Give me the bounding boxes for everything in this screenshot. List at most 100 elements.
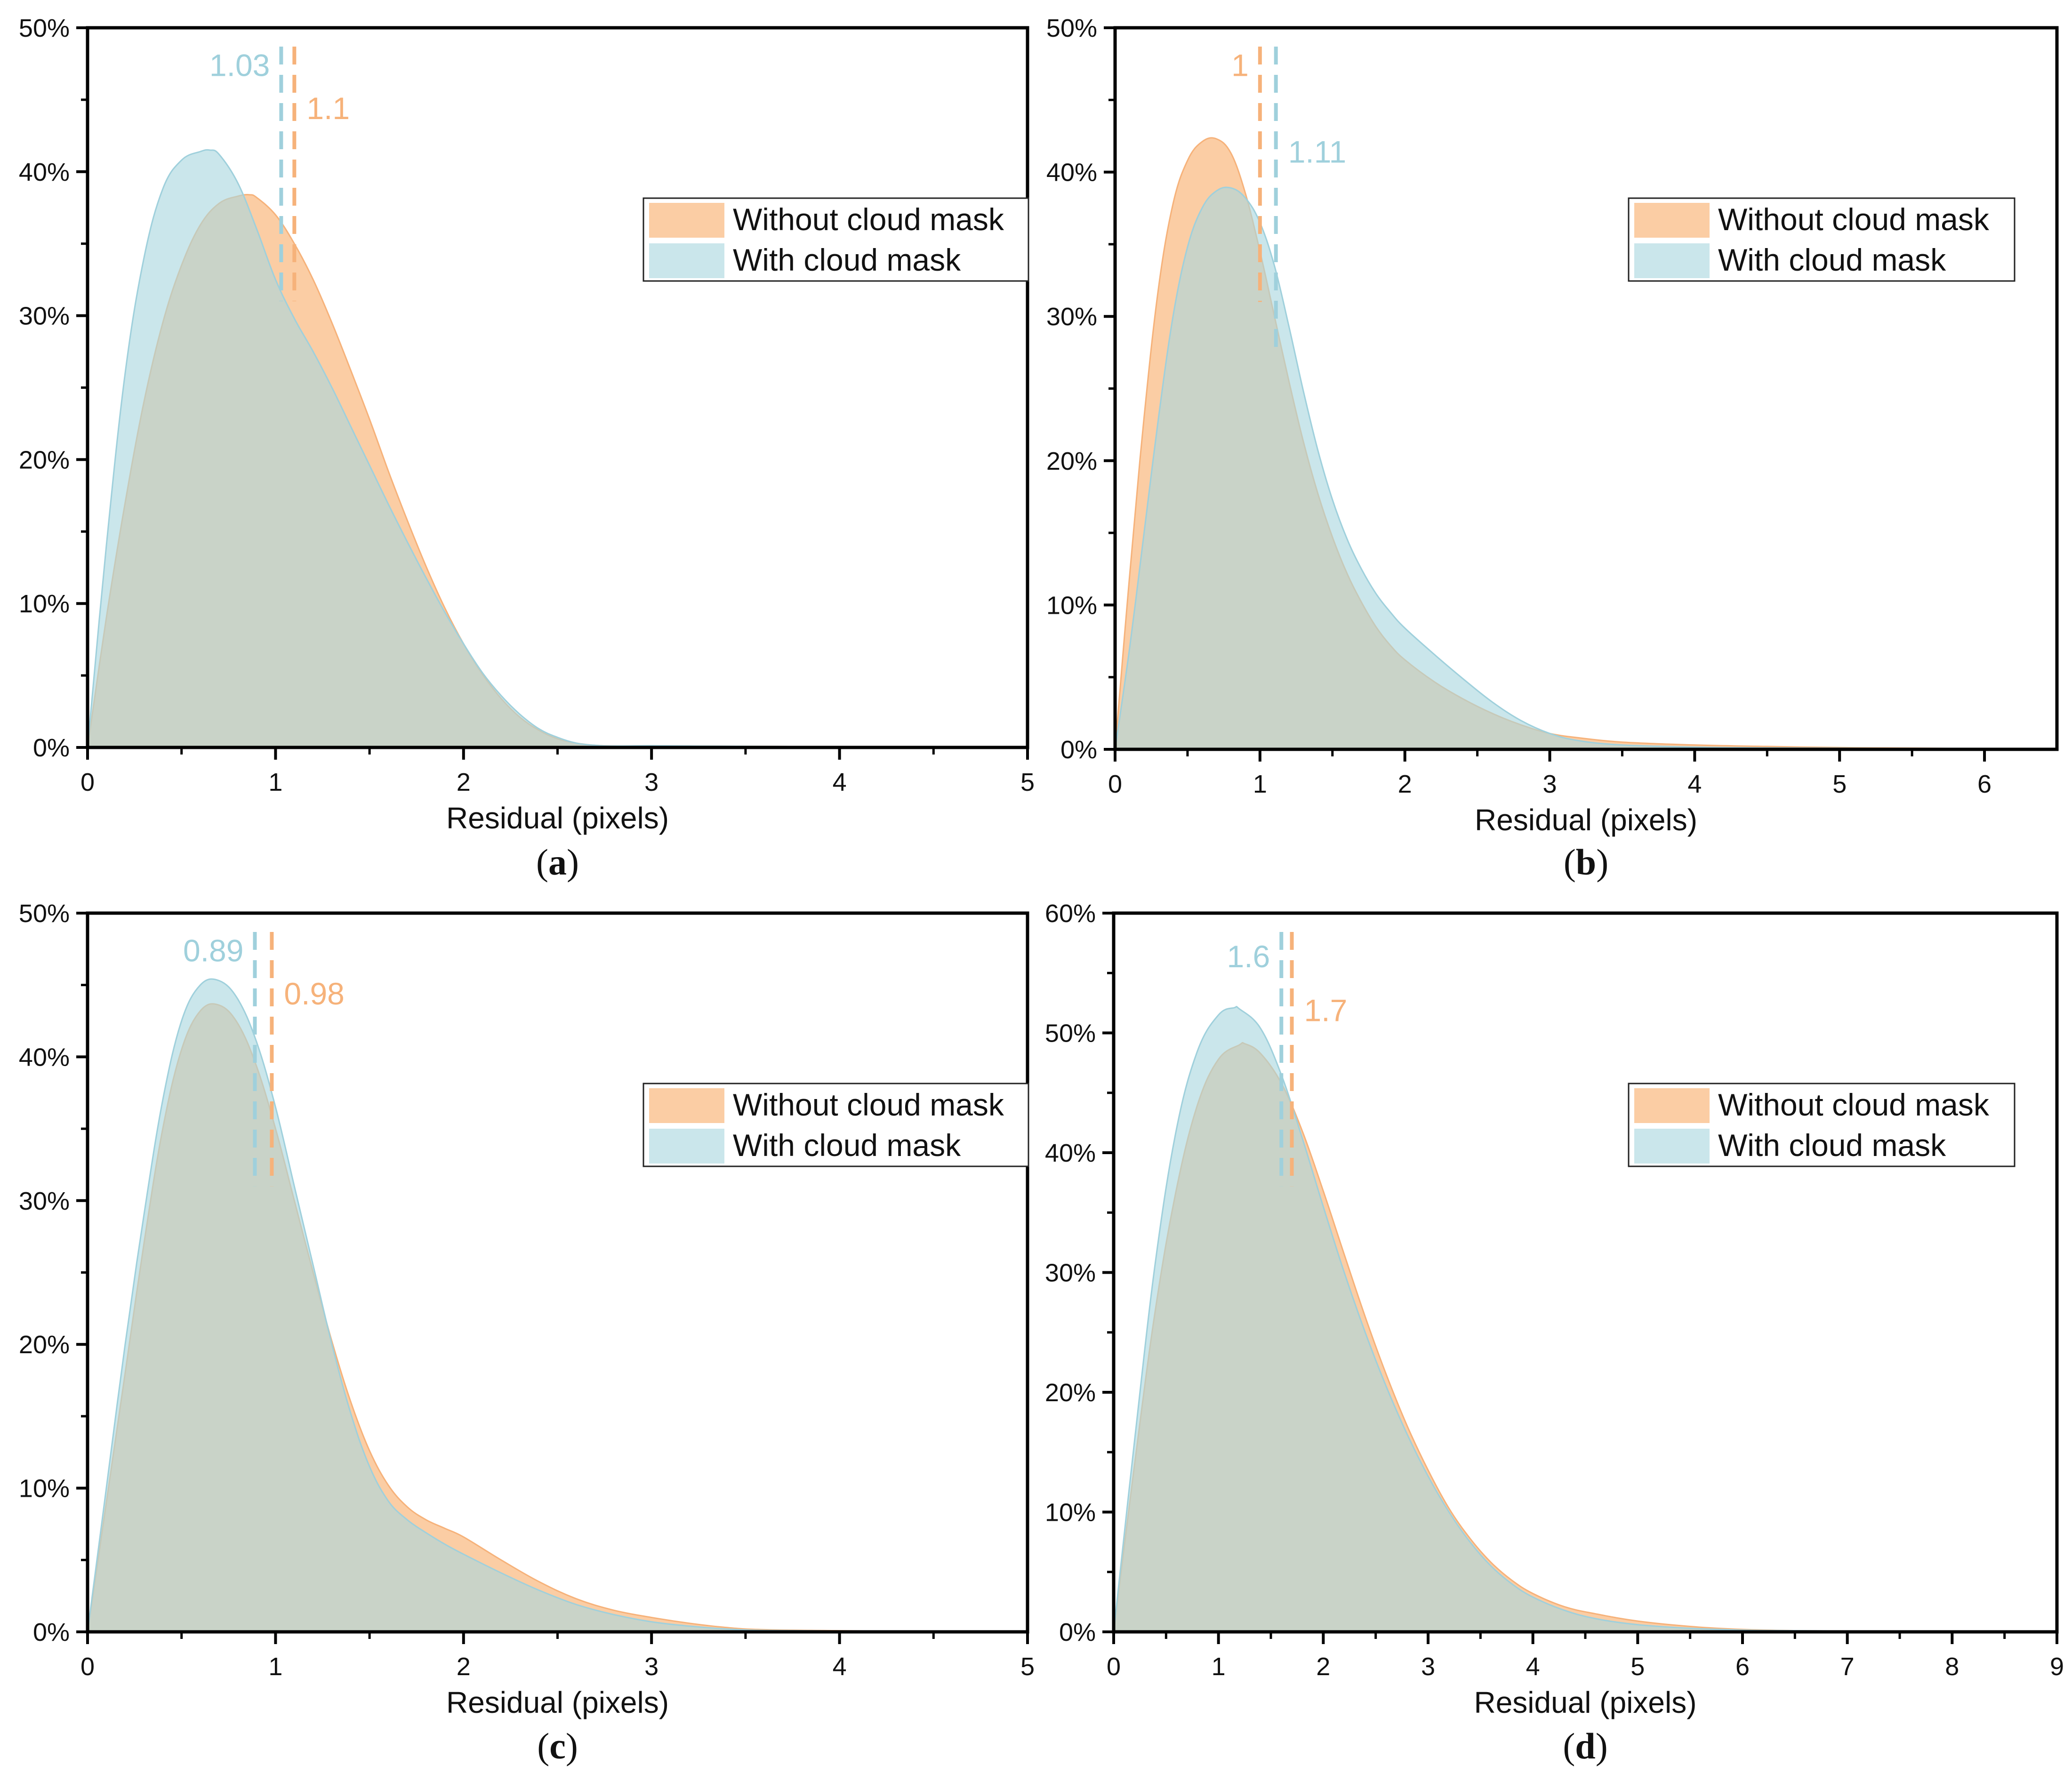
series-line-with-cloud-mask: [1115, 186, 2057, 749]
legend: Without cloud mask With cloud mask: [642, 197, 1029, 282]
panel-label-open-paren: (: [536, 842, 548, 883]
y-tick-label: 20%: [1045, 1379, 1096, 1407]
legend-label: Without cloud mask: [733, 202, 1004, 237]
x-tick-label: 0: [1108, 770, 1122, 798]
x-tick-label: 1: [268, 1653, 282, 1681]
x-tick-label: 2: [457, 1653, 471, 1681]
x-tick-label: 8: [1945, 1653, 1959, 1681]
x-axis-title: Residual (pixels): [446, 801, 669, 835]
x-tick-label: 0: [80, 768, 95, 796]
series-areas: [88, 978, 1028, 1632]
panel-label: (a): [536, 842, 579, 883]
reference-label: 0.89: [183, 933, 243, 968]
y-tick-label: 40%: [19, 158, 70, 186]
chart-panel-a: 1.031.10 1 2 3 4 50%10%20%30%40%50%Residual (…: [19, 14, 1035, 883]
legend-swatch-without-cloud-mask: [649, 1088, 724, 1123]
chart-panel-c: 0.890.980 1 2 3 4 50%10%20%30%40%50%Residual …: [19, 899, 1035, 1766]
reference-label: 1.11: [1288, 135, 1347, 169]
legend-label: Without cloud mask: [1718, 202, 1990, 237]
reference-label: 0.98: [284, 976, 344, 1011]
y-tick-label: 40%: [19, 1043, 70, 1071]
y-tick-label: 20%: [19, 1331, 70, 1359]
panel-label-close-paren: ): [1596, 842, 1608, 883]
legend-label: With cloud mask: [733, 242, 961, 277]
y-tick-label: 0%: [33, 734, 70, 762]
y-tick-label: 20%: [1046, 447, 1097, 475]
series-line-with-cloud-mask: [88, 978, 1028, 1632]
legend-swatch-without-cloud-mask: [649, 203, 724, 238]
y-tick-label: 50%: [1045, 1019, 1096, 1048]
legend-label: With cloud mask: [1718, 242, 1946, 277]
y-tick-label: 0%: [1060, 736, 1097, 764]
x-tick-label: 1: [1253, 770, 1267, 798]
y-tick-label: 10%: [19, 1475, 70, 1503]
x-tick-label: 4: [1687, 770, 1702, 798]
x-tick-label: 7: [1840, 1653, 1855, 1681]
legend: Without cloud mask With cloud mask: [1628, 197, 2016, 282]
x-tick-label: 5: [1832, 770, 1847, 798]
legend-label: With cloud mask: [1718, 1128, 1946, 1163]
x-tick-label: 6: [1977, 770, 1992, 798]
x-tick-label: 3: [644, 768, 659, 796]
x-axis-title: Residual (pixels): [1474, 1686, 1696, 1719]
reference-label: 1.1: [306, 91, 350, 126]
x-tick-label: 2: [1316, 1653, 1330, 1681]
y-tick-label: 0%: [1059, 1618, 1096, 1646]
panel-label: (c): [537, 1726, 578, 1766]
panel-label-letter: d: [1575, 1726, 1595, 1766]
panel-label: (d): [1563, 1726, 1607, 1766]
x-tick-label: 4: [1526, 1653, 1540, 1681]
x-tick-label: 2: [1398, 770, 1412, 798]
y-tick-label: 30%: [19, 302, 70, 330]
y-tick-label: 10%: [19, 590, 70, 618]
legend-swatch-with-cloud-mask: [1634, 243, 1710, 278]
legend-label: With cloud mask: [733, 1128, 961, 1163]
x-tick-label: 1: [268, 768, 282, 796]
y-tick-label: 10%: [1046, 591, 1097, 619]
x-tick-label: 1: [1212, 1653, 1226, 1681]
legend: Without cloud mask With cloud mask: [1628, 1083, 2016, 1167]
x-axis-title: Residual (pixels): [1475, 803, 1697, 837]
x-tick-label: 0: [1107, 1653, 1121, 1681]
y-tick-label: 30%: [19, 1187, 70, 1215]
legend-label: Without cloud mask: [733, 1087, 1004, 1122]
legend-swatch-with-cloud-mask: [1634, 1129, 1710, 1164]
y-tick-label: 60%: [1045, 899, 1096, 928]
y-tick-label: 50%: [1046, 14, 1097, 42]
x-tick-label: 9: [2050, 1653, 2064, 1681]
x-tick-label: 3: [644, 1653, 659, 1681]
y-tick-label: 20%: [19, 446, 70, 474]
series-line-with-cloud-mask: [1114, 1006, 2057, 1632]
x-tick-label: 4: [833, 1653, 847, 1681]
x-tick-label: 2: [457, 768, 471, 796]
chart-panel-b: 1 1.11 0 1 2 3 4 5 6 0% 10% 20% 30% 40% 50% Residual (p…: [1046, 14, 2059, 883]
chart-panel-d: 1.6 1.7 0 1 2 3 4 5 6 7 8 9 0% 10% 20% 30% 40% 50% 60% Resi…: [1045, 899, 2064, 1766]
legend-swatch-with-cloud-mask: [649, 243, 724, 278]
y-tick-label: 40%: [1045, 1139, 1096, 1167]
panel-label-letter: c: [549, 1726, 566, 1766]
y-tick-label: 50%: [19, 14, 70, 42]
series-line-with-cloud-mask: [88, 149, 1028, 747]
panel-label-open-paren: (: [1563, 1726, 1575, 1766]
legend-label: Without cloud mask: [1718, 1087, 1990, 1122]
x-tick-label: 5: [1630, 1653, 1645, 1681]
y-tick-label: 50%: [19, 899, 70, 928]
panel-label-letter: b: [1576, 842, 1596, 883]
legend: Without cloud mask With cloud mask: [642, 1083, 1029, 1167]
x-tick-label: 3: [1543, 770, 1557, 798]
series-area-with-cloud-mask: [88, 150, 1028, 747]
y-tick-label: 0%: [33, 1618, 70, 1646]
x-tick-label: 4: [833, 768, 847, 796]
y-tick-label: 30%: [1046, 303, 1097, 331]
series-areas: [1114, 1006, 2057, 1632]
x-tick-label: 3: [1421, 1653, 1435, 1681]
panel-label-close-paren: ): [1596, 1726, 1608, 1766]
x-axis-title: Residual (pixels): [446, 1686, 669, 1719]
panel-label-letter: a: [548, 842, 567, 883]
y-tick-label: 30%: [1045, 1259, 1096, 1287]
x-tick-label: 5: [1020, 768, 1035, 796]
panel-label-open-paren: (: [1564, 842, 1576, 883]
series-areas: [1115, 137, 2057, 749]
panel-label: (b): [1564, 842, 1608, 883]
